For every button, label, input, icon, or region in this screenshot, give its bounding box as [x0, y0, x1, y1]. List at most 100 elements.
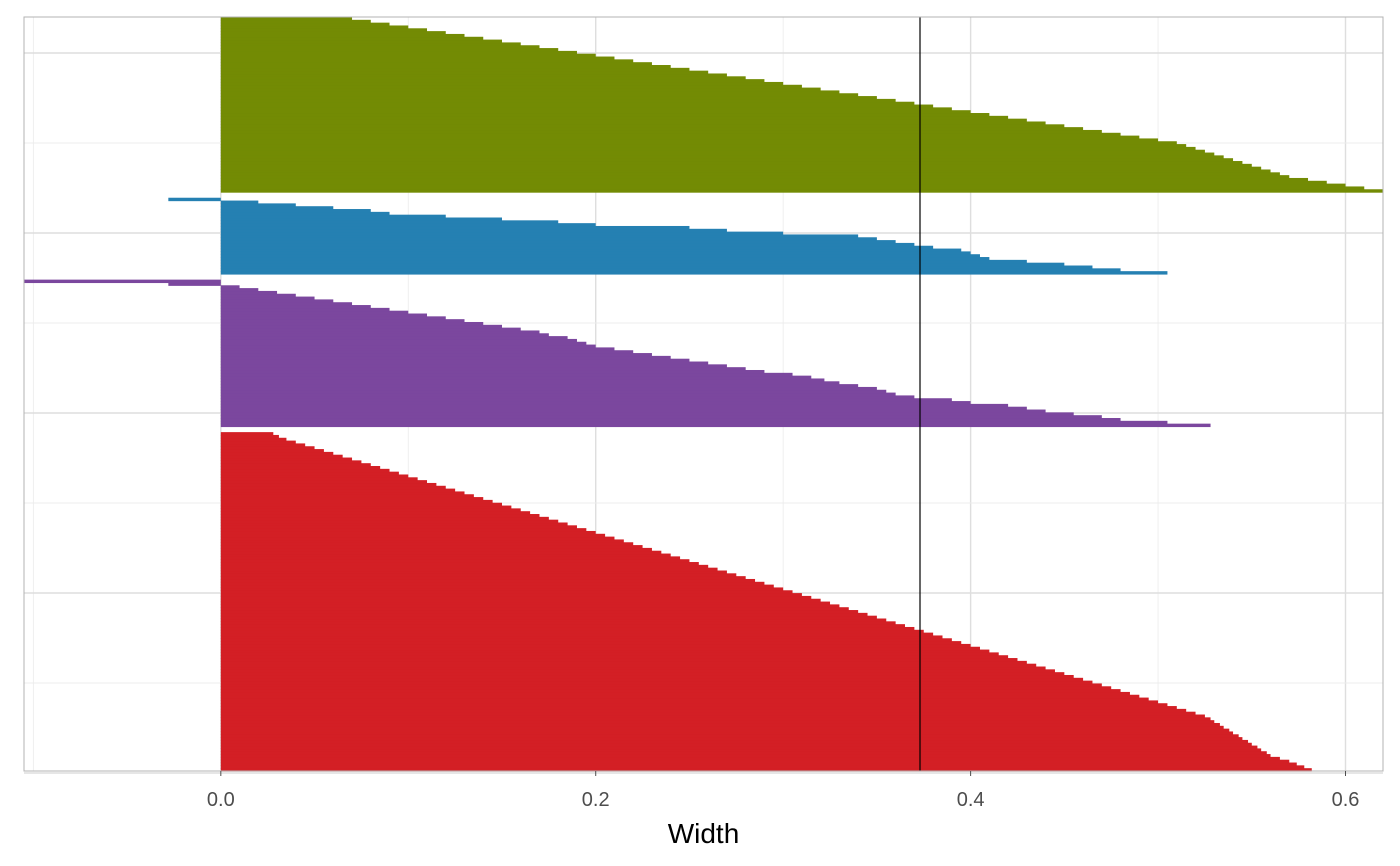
silhouette-bar — [220, 621, 896, 625]
silhouette-bar — [220, 48, 559, 52]
silhouette-bar — [220, 691, 1130, 696]
silhouette-bar — [220, 259, 1027, 264]
silhouette-bar — [220, 697, 1149, 702]
silhouette-bar — [220, 36, 484, 41]
silhouette-bar — [220, 76, 746, 80]
silhouette-bar — [220, 615, 877, 620]
silhouette-bar — [220, 601, 831, 605]
silhouette-bar — [220, 545, 643, 549]
silhouette-bar — [220, 449, 324, 453]
silhouette-bar — [220, 474, 409, 478]
silhouette-bar — [220, 626, 915, 631]
silhouette-bar — [220, 610, 859, 614]
silhouette-bar — [220, 725, 1224, 730]
silhouette-bar — [220, 319, 465, 323]
silhouette-bar — [220, 225, 690, 230]
silhouette-bar — [220, 482, 437, 487]
silhouette-bar — [220, 124, 1065, 128]
silhouette-bar — [220, 104, 934, 108]
silhouette-bar — [220, 491, 465, 495]
silhouette-bar — [220, 768, 1312, 772]
silhouette-bar — [220, 65, 671, 69]
silhouette-bar — [220, 296, 315, 300]
silhouette-bar — [220, 466, 381, 470]
silhouette-bar — [220, 624, 906, 628]
silhouette-bar — [220, 539, 624, 543]
silhouette-bar — [220, 762, 1297, 766]
silhouette-bar — [220, 595, 812, 600]
silhouette-bar — [220, 409, 1046, 413]
silhouette-bar — [220, 158, 1234, 162]
silhouette-bar — [220, 471, 399, 476]
silhouette-bar — [220, 677, 1084, 682]
silhouette-bar — [220, 310, 409, 315]
silhouette-bar — [220, 689, 1121, 693]
silhouette-bar — [220, 59, 634, 63]
silhouette-bar — [220, 17, 353, 21]
silhouette-bar — [220, 22, 390, 27]
silhouette-bar — [220, 468, 390, 473]
silhouette-bar — [220, 765, 1305, 769]
silhouette-bar — [220, 655, 1009, 659]
silhouette-bar — [220, 172, 1280, 176]
silhouette-bar — [220, 251, 971, 255]
silhouette-bar — [220, 511, 531, 515]
silhouette-bar — [220, 562, 699, 566]
silhouette-bar — [220, 437, 287, 442]
x-axis-title: Width — [668, 818, 740, 849]
silhouette-bar — [220, 293, 296, 298]
silhouette-bar — [220, 285, 240, 289]
silhouette-bar — [220, 90, 840, 94]
silhouette-bar — [220, 635, 943, 639]
silhouette-bar — [220, 121, 1046, 125]
silhouette-bar — [220, 45, 540, 49]
silhouette-bar — [220, 96, 877, 100]
silhouette-bar — [220, 576, 746, 580]
silhouette-bar — [220, 101, 915, 106]
silhouette-bar — [220, 706, 1177, 710]
silhouette-bar — [220, 231, 784, 236]
x-tick-label: 0.2 — [582, 789, 610, 811]
silhouette-bar — [220, 115, 1009, 120]
silhouette-bar — [220, 107, 952, 111]
silhouette-bar — [220, 742, 1252, 747]
silhouette-bar — [220, 364, 727, 368]
silhouette-bar — [220, 737, 1243, 741]
silhouette-bar — [220, 559, 690, 563]
silhouette-bar — [220, 395, 915, 399]
silhouette-bar — [220, 189, 1384, 193]
silhouette-bar — [168, 282, 221, 286]
silhouette-bar — [220, 42, 521, 46]
silhouette-bar — [220, 381, 840, 385]
silhouette-bar — [220, 135, 1140, 140]
silhouette-bar — [220, 516, 549, 521]
silhouette-bar — [220, 663, 1037, 668]
silhouette-bar — [220, 355, 671, 360]
silhouette-bar — [24, 279, 221, 284]
silhouette-bar — [220, 155, 1224, 159]
silhouette-bar — [220, 358, 690, 363]
silhouette-bar — [220, 497, 484, 501]
silhouette-bar — [220, 62, 652, 66]
silhouette-bar — [220, 745, 1258, 750]
silhouette-bar — [220, 728, 1230, 733]
silhouette-bar — [220, 488, 456, 493]
silhouette-bar — [220, 567, 718, 572]
silhouette-bar — [220, 666, 1046, 670]
silhouette-bar — [220, 209, 371, 213]
silhouette-bar — [220, 31, 446, 35]
silhouette-bar — [220, 722, 1220, 727]
x-axis: 0.0 0.2 0.4 0.6 — [207, 771, 1359, 811]
silhouette-bar — [220, 590, 793, 594]
silhouette-bar — [220, 321, 484, 326]
silhouette-bar — [220, 703, 1168, 707]
silhouette-bar — [220, 110, 971, 114]
silhouette-bar — [220, 183, 1346, 188]
silhouette-bar — [220, 514, 540, 518]
silhouette-bar — [220, 367, 746, 371]
silhouette-bar — [220, 79, 765, 83]
silhouette-bar — [220, 522, 568, 526]
silhouette-bar — [220, 499, 493, 504]
silhouette-bar — [220, 129, 1102, 134]
silhouette-bar — [220, 711, 1196, 716]
